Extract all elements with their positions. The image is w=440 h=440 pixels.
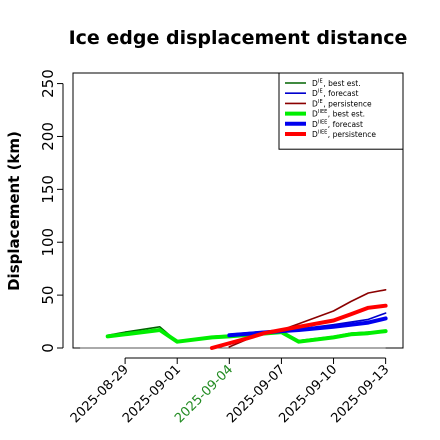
chart-title: Ice edge displacement distance: [69, 27, 408, 49]
y-tick-label: 150: [39, 175, 57, 204]
legend-label-sup: IIEE: [318, 130, 327, 136]
legend-label-base: D: [312, 89, 318, 98]
series-group: [105, 288, 388, 350]
legend-label-base: D: [312, 99, 318, 108]
legend-label-base: D: [312, 120, 318, 129]
legend-label-suffix: , best est.: [328, 110, 365, 119]
y-axis-label: Displacement (km): [5, 131, 23, 291]
legend-label-sup: IE: [318, 89, 323, 95]
legend-label-base: D: [312, 110, 318, 119]
legend-label-sup: IIEE: [318, 119, 327, 125]
legend-label-sup: IE: [318, 99, 323, 105]
legend-label-suffix: , persistence: [323, 99, 372, 108]
y-axis: 0 50 100 150 200 250: [39, 69, 64, 353]
legend-box: [278, 72, 404, 150]
y-tick-label: 100: [39, 228, 57, 257]
legend-label-base: D: [312, 130, 318, 139]
legend-label-suffix: , persistence: [328, 130, 377, 139]
y-tick-label: 250: [39, 69, 57, 98]
y-tick-label: 0: [39, 343, 57, 353]
legend-label-suffix: , forecast: [323, 89, 358, 98]
legend-label-suffix: , forecast: [328, 120, 363, 129]
legend-label-sup: IIEE: [318, 109, 327, 115]
y-tick-label: 200: [39, 122, 57, 151]
legend-label-suffix: , best est.: [323, 79, 360, 88]
legend-label-sup: IE: [318, 79, 323, 85]
x-axis: 2025-08-292025-09-012025-09-042025-09-07…: [68, 357, 392, 426]
y-tick-label: 50: [39, 286, 57, 305]
legend-label-base: D: [312, 79, 318, 88]
